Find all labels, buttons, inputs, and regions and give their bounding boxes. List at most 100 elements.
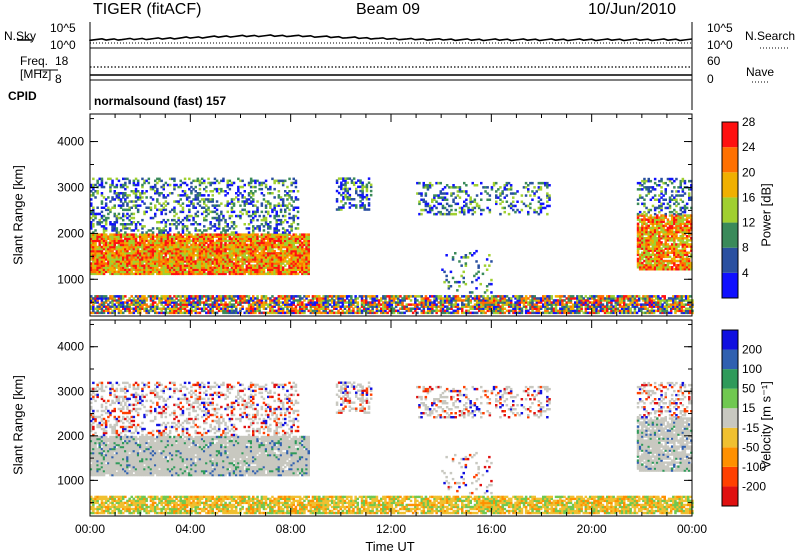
power-cell <box>279 179 283 183</box>
power-cell <box>245 309 249 313</box>
power-cell <box>115 216 119 220</box>
power-cell <box>100 225 104 228</box>
power-cell <box>185 194 189 197</box>
power-cell <box>333 295 336 298</box>
power-cell <box>92 262 95 265</box>
power-cell <box>185 235 189 238</box>
power-cell <box>190 260 193 263</box>
power-cell <box>124 192 127 195</box>
power-cell <box>222 237 225 240</box>
power-cell <box>256 200 259 203</box>
power-cell <box>92 223 95 226</box>
power-cell <box>279 233 283 236</box>
power-cell <box>567 299 571 302</box>
power-cell <box>371 295 374 298</box>
power-cell <box>224 243 227 247</box>
power-cell <box>488 301 492 304</box>
power-cell <box>151 258 155 261</box>
power-cell <box>371 311 374 315</box>
power-cell <box>143 303 146 306</box>
power-cell <box>200 239 204 243</box>
power-cell <box>122 227 125 230</box>
power-cell <box>162 297 165 300</box>
power-cell <box>132 235 136 238</box>
power-cell <box>252 239 255 243</box>
power-cell <box>262 216 266 220</box>
power-cell <box>260 243 264 247</box>
power-cell <box>156 198 159 201</box>
power-cell <box>249 311 253 315</box>
power-cell <box>264 254 268 257</box>
power-cell <box>207 227 210 230</box>
power-cell <box>303 247 306 251</box>
power-cell <box>198 235 202 238</box>
power-cell <box>92 183 95 187</box>
power-cell <box>267 243 270 247</box>
power-cell <box>119 299 123 302</box>
power-cell <box>109 241 112 245</box>
power-cell <box>164 264 168 267</box>
power-cell <box>90 212 93 216</box>
power-cell <box>620 305 624 308</box>
power-cell <box>158 297 161 300</box>
power-cell <box>267 249 270 253</box>
power-cell <box>269 307 272 310</box>
power-cell <box>676 303 679 306</box>
power-cell <box>350 297 353 300</box>
power-cell <box>256 268 259 271</box>
power-cell <box>100 179 104 183</box>
power-cell <box>177 262 180 265</box>
power-cell <box>284 249 287 253</box>
power-cell <box>247 270 251 274</box>
power-cell <box>117 258 121 261</box>
power-cell <box>134 254 138 257</box>
power-cell <box>507 305 511 308</box>
power-cell <box>326 297 330 300</box>
power-cell <box>237 239 240 243</box>
power-cell <box>318 311 321 315</box>
power-cell <box>680 307 684 310</box>
nave-max: 60 <box>707 54 721 68</box>
power-cell <box>166 231 170 234</box>
power-cell <box>90 311 93 315</box>
power-cell <box>102 262 106 265</box>
power-cell <box>350 299 353 302</box>
power-cell <box>117 235 121 238</box>
power-cell <box>595 307 598 310</box>
power-cell <box>669 311 673 315</box>
power-cell <box>625 309 628 313</box>
power-cell <box>222 299 225 302</box>
power-cell <box>230 262 234 265</box>
power-cell <box>292 218 295 222</box>
power-cell <box>198 223 202 226</box>
power-cell <box>203 194 206 197</box>
power-cell <box>230 272 234 276</box>
power-cell <box>224 307 227 310</box>
power-cell <box>139 301 142 304</box>
power-cell <box>267 305 270 308</box>
power-cell <box>301 247 304 251</box>
power-cell <box>151 266 155 269</box>
power-cell <box>230 264 234 267</box>
power-cell <box>307 309 310 313</box>
power-cell <box>301 305 304 308</box>
power-cell <box>113 295 116 298</box>
power-cell <box>264 262 268 265</box>
power-cell <box>124 243 127 247</box>
power-cell <box>584 303 588 306</box>
power-cell <box>591 305 594 308</box>
power-cell <box>269 241 272 245</box>
power-cell <box>307 252 310 255</box>
power-cell <box>207 272 210 276</box>
power-cell <box>627 295 630 298</box>
power-cell <box>215 218 219 222</box>
power-cell <box>271 309 274 313</box>
power-cell <box>343 305 347 308</box>
power-cell <box>394 309 398 313</box>
power-cell <box>478 301 481 304</box>
power-cell <box>493 297 496 300</box>
power-cell <box>684 307 688 310</box>
power-cell <box>235 192 238 195</box>
power-cell <box>273 301 276 304</box>
power-cell <box>213 297 217 300</box>
